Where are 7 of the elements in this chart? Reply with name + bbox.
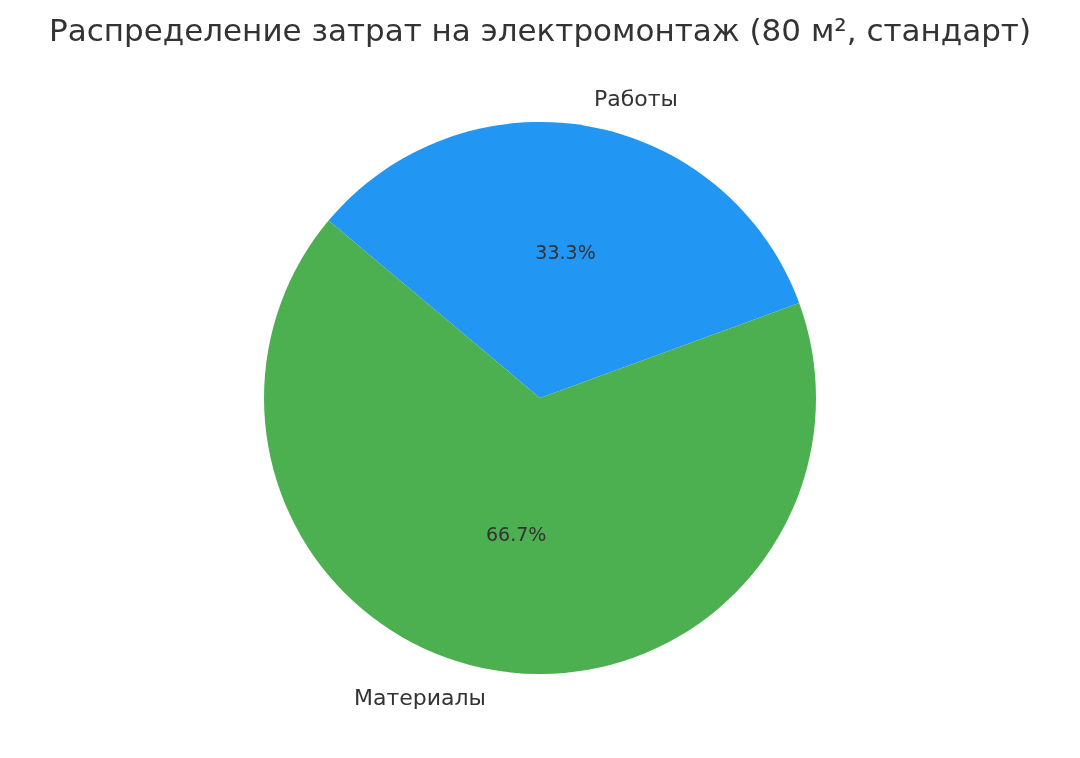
data-label: 33.3% <box>535 241 596 264</box>
slice-label: Работы <box>594 86 678 111</box>
pie-slice <box>328 122 800 398</box>
pie-slice <box>264 220 816 674</box>
data-label: 66.7% <box>486 522 547 545</box>
chart-title: Распределение затрат на электромонтаж (80 м², стандарт) <box>48 11 1032 48</box>
slice-label: Материалы <box>354 685 486 710</box>
